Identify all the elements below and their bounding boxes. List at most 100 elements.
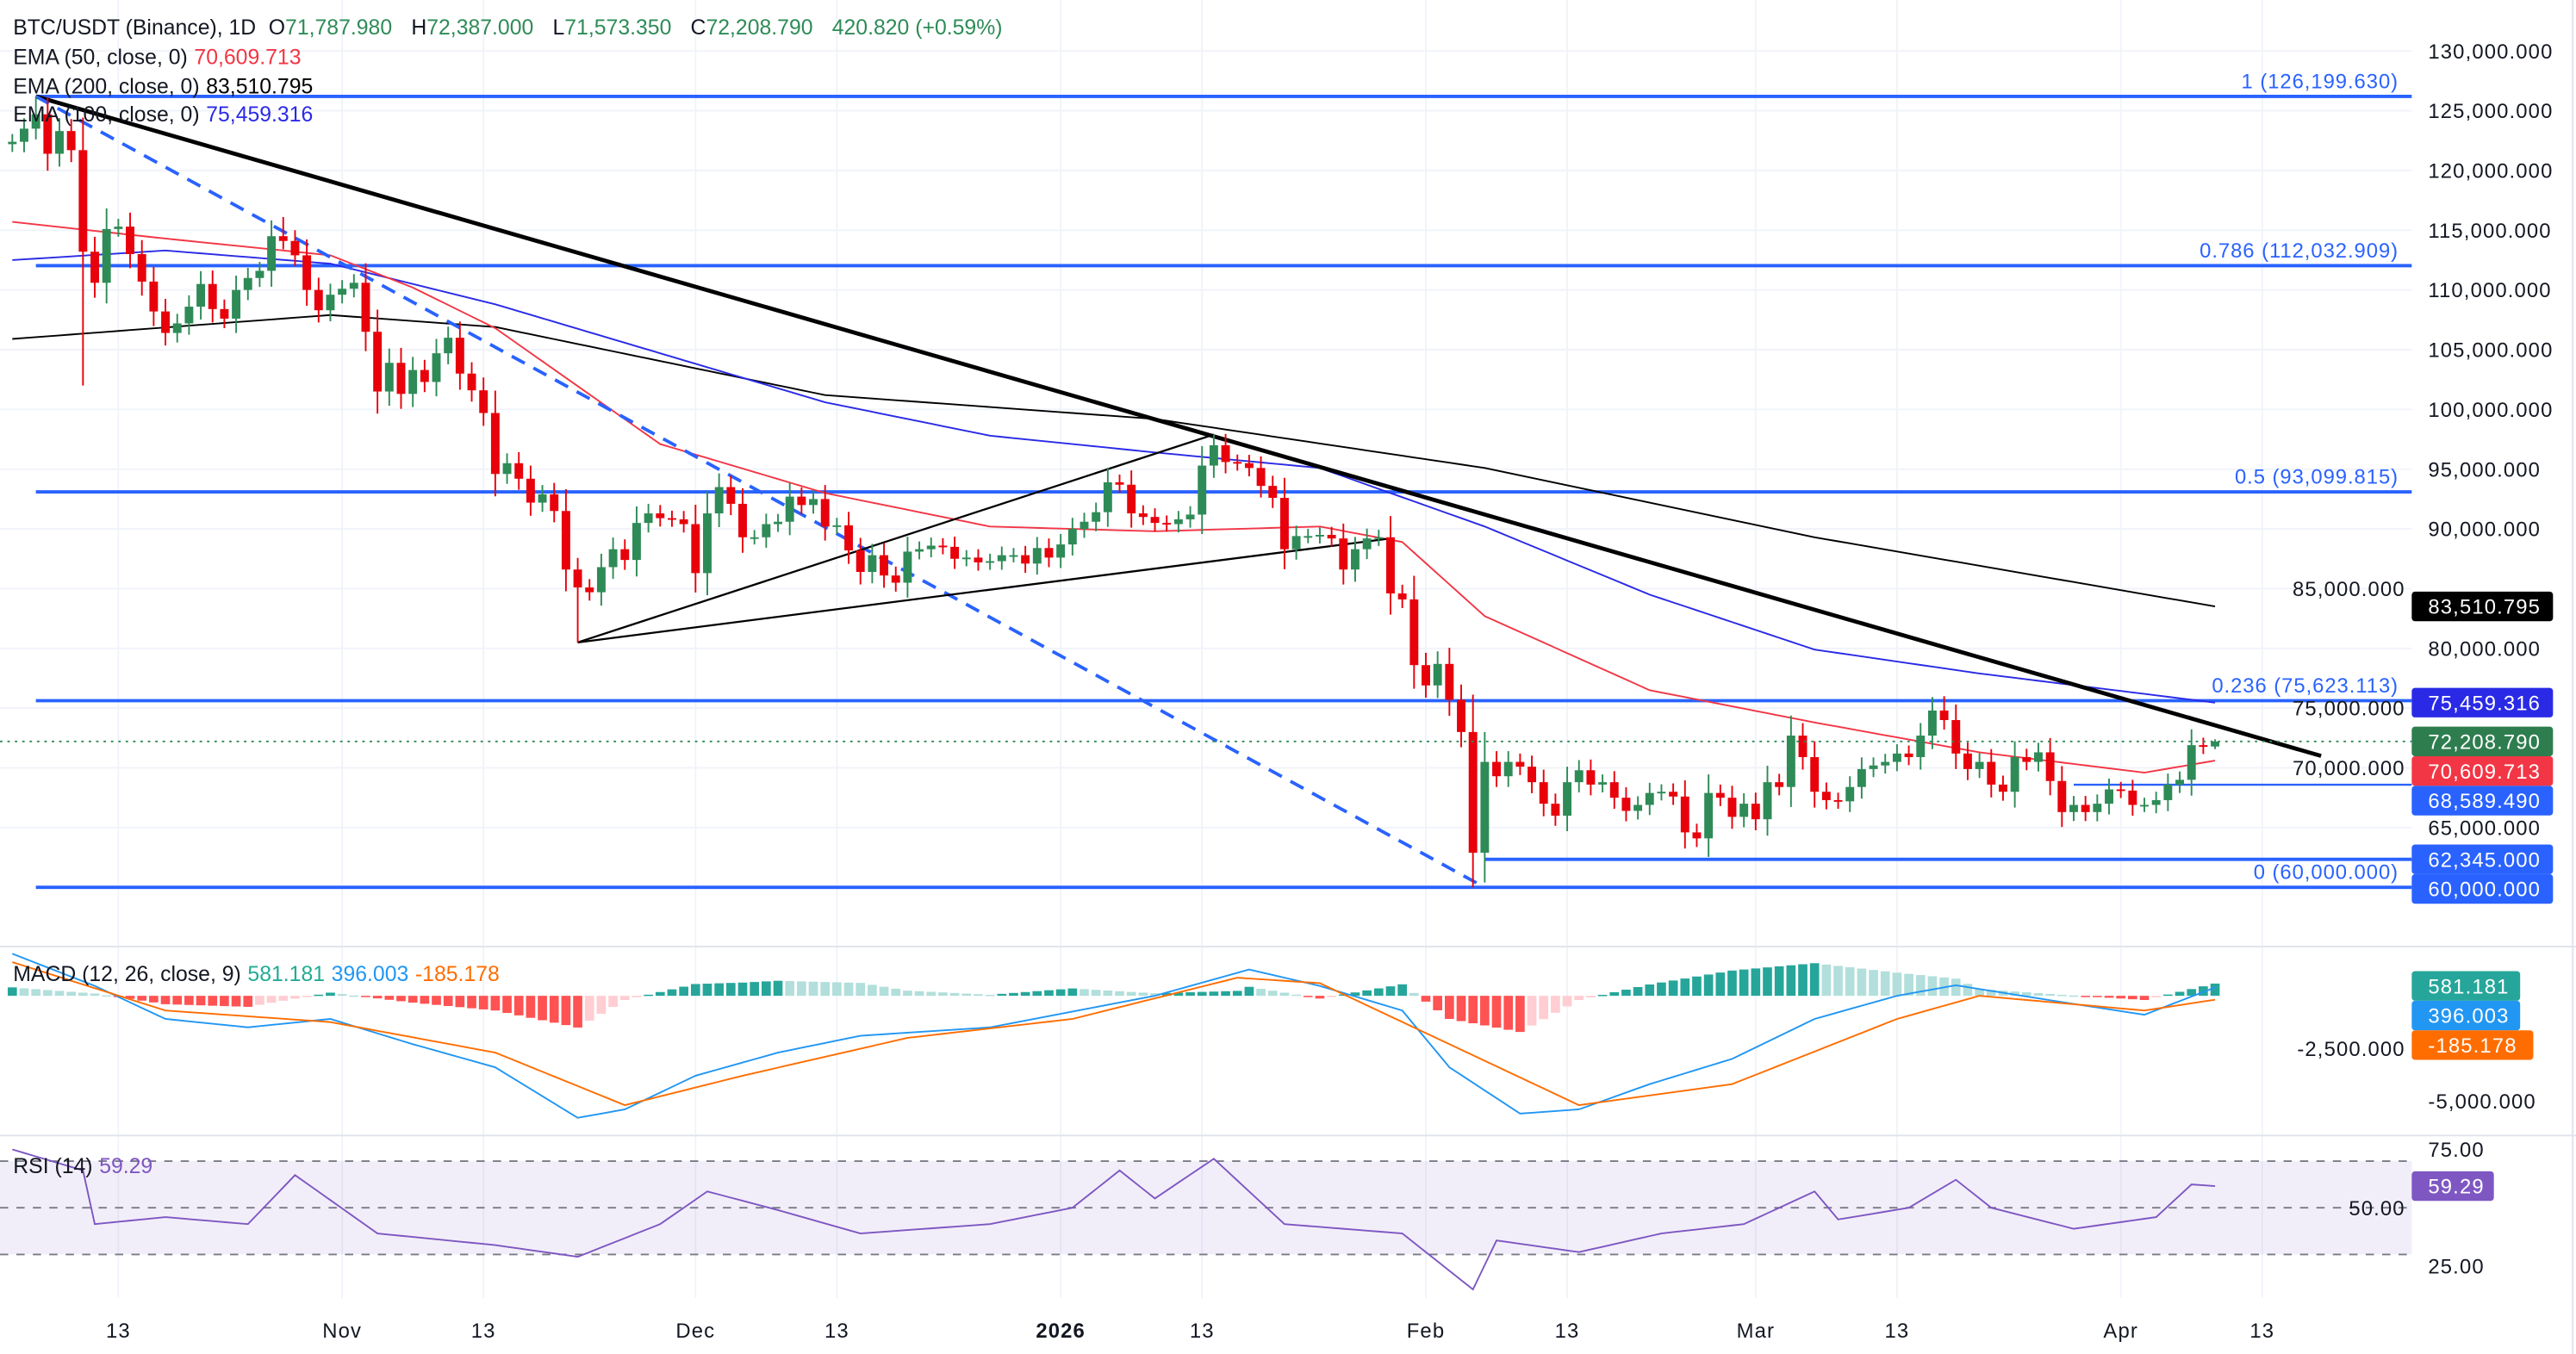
macd-histogram-bar bbox=[1845, 966, 1855, 997]
candle-body bbox=[1150, 517, 1160, 524]
candle bbox=[149, 266, 159, 326]
ema200-legend[interactable]: EMA (200, close, 0) 83,510.795 bbox=[13, 74, 320, 101]
candle bbox=[1657, 784, 1666, 801]
candle bbox=[726, 475, 736, 516]
macd-histogram-bar bbox=[2163, 994, 2173, 997]
candle-body bbox=[8, 141, 17, 145]
candle-body bbox=[1115, 481, 1124, 485]
ema50-value: 70,609.713 bbox=[194, 44, 302, 70]
trend-line-downtrend bbox=[34, 94, 2322, 758]
candle bbox=[1457, 684, 1465, 748]
candle-body bbox=[844, 525, 854, 551]
low-label: L bbox=[552, 15, 565, 40]
candle bbox=[1598, 774, 1608, 792]
time-axis-tick: Dec bbox=[675, 1320, 715, 1343]
candle bbox=[78, 117, 88, 386]
macd-histogram-bar bbox=[644, 994, 653, 997]
macd-histogram-bar bbox=[1703, 974, 1714, 997]
candle bbox=[384, 348, 394, 407]
candle-body bbox=[20, 128, 28, 142]
candle-body bbox=[608, 549, 618, 568]
macd-histogram-bar bbox=[1586, 996, 1596, 998]
candle bbox=[1821, 782, 1831, 810]
macd-histogram-bar bbox=[1291, 994, 1301, 997]
open-value: 71,787.980 bbox=[285, 15, 393, 40]
macd-histogram-bar bbox=[1986, 990, 1996, 997]
candle-body bbox=[1503, 761, 1513, 777]
candle bbox=[1692, 823, 1702, 848]
macd-histogram-bar bbox=[1915, 975, 1926, 997]
candle bbox=[1751, 792, 1760, 830]
price-tag-label: 62,345.000 bbox=[2428, 848, 2541, 872]
candle-body bbox=[1009, 555, 1018, 557]
macd-histogram-bar bbox=[1786, 965, 1796, 997]
rsi-legend[interactable]: RSI (14) 59.29 bbox=[13, 1153, 159, 1180]
candle-body bbox=[1645, 792, 1654, 805]
candle bbox=[856, 537, 865, 585]
price-axis-tick: 120,000.000 bbox=[2428, 159, 2553, 183]
candle-body bbox=[1445, 663, 1454, 700]
candle bbox=[1515, 753, 1525, 775]
macd-histogram-bar bbox=[549, 996, 559, 1023]
price-tag-bg bbox=[2411, 726, 2554, 757]
macd-histogram-bar bbox=[1621, 989, 1631, 997]
macd-histogram-bar bbox=[2069, 995, 2079, 997]
macd-histogram-bar bbox=[843, 982, 854, 997]
high-label: H bbox=[411, 15, 427, 40]
candle bbox=[20, 118, 28, 152]
candle-body bbox=[1821, 792, 1831, 800]
candle-body bbox=[1551, 804, 1560, 816]
price-tag-label: 83,510.795 bbox=[2428, 596, 2541, 619]
candle bbox=[1621, 787, 1631, 822]
time-axis-tick: 2026 bbox=[1036, 1320, 1086, 1343]
candle bbox=[1680, 780, 1689, 849]
candle bbox=[797, 487, 806, 515]
candle bbox=[1845, 776, 1855, 812]
ema200-line bbox=[12, 314, 2216, 608]
candle-body bbox=[1173, 519, 1183, 525]
macd-histogram-bar bbox=[1515, 996, 1525, 1033]
candle-body bbox=[703, 513, 712, 574]
time-axis-tick: 13 bbox=[106, 1320, 131, 1343]
candle-body bbox=[408, 370, 418, 394]
candle bbox=[1563, 767, 1572, 832]
candle-body bbox=[1657, 792, 1666, 794]
candle bbox=[938, 537, 948, 555]
macd-histogram-bar bbox=[1397, 984, 1407, 997]
macd-histogram-bar bbox=[1185, 992, 1195, 997]
candle bbox=[1115, 474, 1124, 493]
candle-body bbox=[137, 254, 146, 282]
macd-histogram-bar bbox=[1680, 978, 1690, 997]
macd-histogram-bar bbox=[196, 996, 206, 1006]
macd-histogram-bar bbox=[1126, 991, 1136, 997]
candle-body bbox=[2010, 757, 2019, 792]
macd-histogram-bar bbox=[502, 996, 512, 1014]
ema50-legend[interactable]: EMA (50, close, 0) 70,609.713 bbox=[13, 45, 308, 71]
candle-body bbox=[1315, 534, 1324, 537]
candle-body bbox=[1704, 792, 1714, 839]
macd-histogram-bar bbox=[184, 996, 194, 1005]
candle-body bbox=[986, 561, 995, 563]
candle-body bbox=[1633, 804, 1643, 811]
macd-histogram-bar bbox=[349, 995, 359, 997]
macd-tag-bg bbox=[2411, 1000, 2521, 1031]
candle bbox=[1916, 723, 1926, 770]
candle bbox=[302, 239, 312, 307]
candle bbox=[514, 451, 524, 490]
macd-histogram-bar bbox=[1503, 996, 1514, 1030]
macd-histogram-bar bbox=[1975, 989, 1984, 997]
candle bbox=[2057, 766, 2067, 828]
rsi-axis-tick: 50.00 bbox=[2349, 1197, 2405, 1220]
candle bbox=[820, 485, 830, 541]
candle bbox=[1715, 784, 1725, 806]
symbol-name[interactable]: BTC/USDT (Binance), 1D bbox=[13, 15, 257, 40]
macd-histogram-bar bbox=[1904, 973, 1913, 997]
macd-legend[interactable]: MACD (12, 26, close, 9) 581.181 396.003 -18… bbox=[13, 961, 506, 988]
ema100-legend[interactable]: EMA (100, close, 0) 75,459.316 bbox=[13, 102, 320, 128]
macd-histogram-bar bbox=[1020, 991, 1030, 997]
candle-body bbox=[455, 338, 464, 374]
candle bbox=[43, 96, 53, 171]
candle bbox=[1503, 751, 1513, 787]
